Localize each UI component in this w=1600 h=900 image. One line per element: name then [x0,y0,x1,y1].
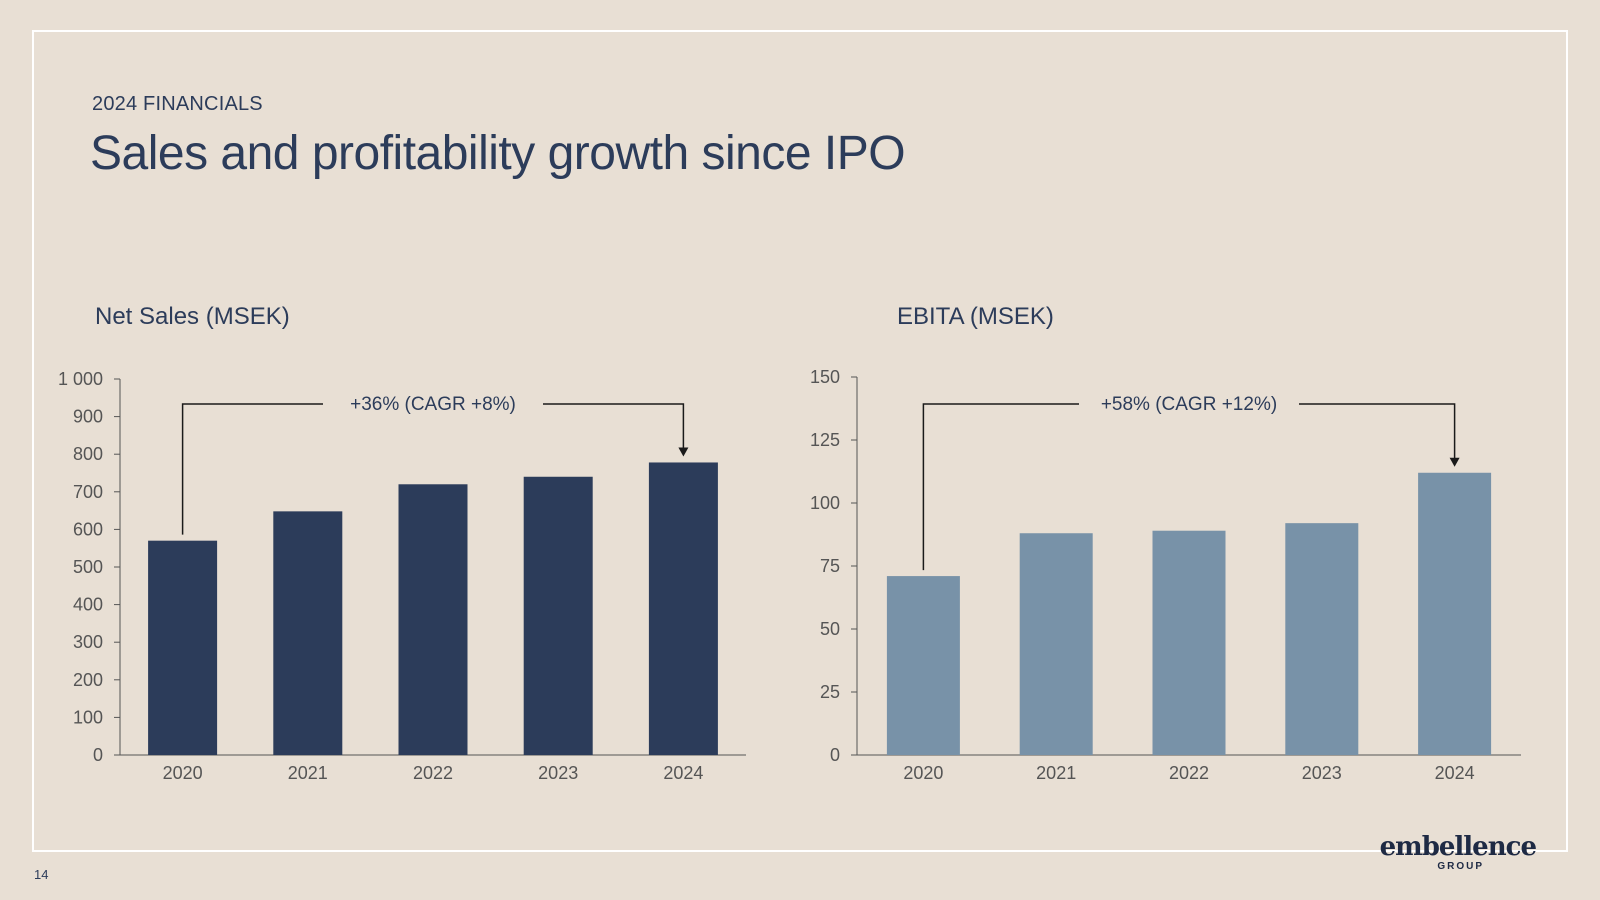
net-bar-2023 [523,476,593,755]
ebita-annotation-line-right [1299,403,1456,459]
ebita-x-tick-label: 2020 [903,763,943,783]
page-number: 14 [34,867,49,882]
ebita-bar-2020 [886,576,960,755]
net-y-tick-label: 500 [73,557,103,577]
net-sales-chart-title: Net Sales (MSEK) [95,303,290,330]
ebita-y-tick-label: 125 [810,430,840,450]
net-y-tick-label: 900 [73,407,103,427]
ebita-annotation-label: +58% (CAGR +12%) [1101,394,1277,415]
ebita-chart-title: EBITA (MSEK) [897,303,1054,330]
ebita-bar-2022 [1152,530,1226,755]
section-eyebrow: 2024 FINANCIALS [92,93,263,115]
net-y-tick-label: 200 [73,670,103,690]
net-bar-2021 [273,511,343,755]
net-annotation-line-left [181,403,323,535]
net-x-tick-label: 2022 [413,763,453,783]
ebita-y-tick-label: 100 [810,493,840,513]
ebita-annotation-arrow [1449,457,1460,467]
embellence-logo: embellence GROUP [1379,832,1537,872]
ebita-x-tick-label: 2022 [1169,763,1209,783]
net-x-tick-label: 2023 [538,763,578,783]
net-y-tick-label: 300 [73,632,103,652]
ebita-x-tick-label: 2024 [1435,763,1475,783]
net-annotation-arrow [678,447,689,457]
ebita-y-tick-label: 150 [810,367,840,387]
net-y-tick-label: 600 [73,519,103,539]
ebita-annotation-line-left [922,403,1079,571]
ebita-bar-2023 [1285,523,1359,755]
ebita-y-tick-label: 0 [830,745,840,765]
page-title: Sales and profitability growth since IPO [90,127,906,180]
ebita-x-tick-label: 2021 [1036,763,1076,783]
net-y-tick-label: 1 000 [58,369,103,389]
net-y-tick-label: 100 [73,707,103,727]
net-x-tick-label: 2024 [663,763,703,783]
slide-frame [32,30,1568,852]
net-bar-2024 [648,462,718,755]
net-bar-2020 [148,540,218,755]
ebita-y-tick-label: 75 [820,556,840,576]
ebita-y-tick-label: 50 [820,619,840,639]
net-x-tick-label: 2021 [288,763,328,783]
logo-wordmark: embellence [1379,832,1537,862]
net-y-tick-label: 400 [73,595,103,615]
ebita-y-tick-label: 25 [820,682,840,702]
net-y-tick-label: 800 [73,444,103,464]
net-annotation-label: +36% (CAGR +8%) [350,394,516,415]
ebita-bar-2024 [1418,472,1492,755]
ebita-bar-2021 [1019,533,1093,755]
net-x-tick-label: 2020 [163,763,203,783]
net-bar-2022 [398,484,468,755]
logo-subtitle: GROUP [1437,861,1484,872]
net-y-tick-label: 0 [93,745,103,765]
net-annotation-line-right [543,403,685,449]
net-y-tick-label: 700 [73,482,103,502]
ebita-x-tick-label: 2023 [1302,763,1342,783]
